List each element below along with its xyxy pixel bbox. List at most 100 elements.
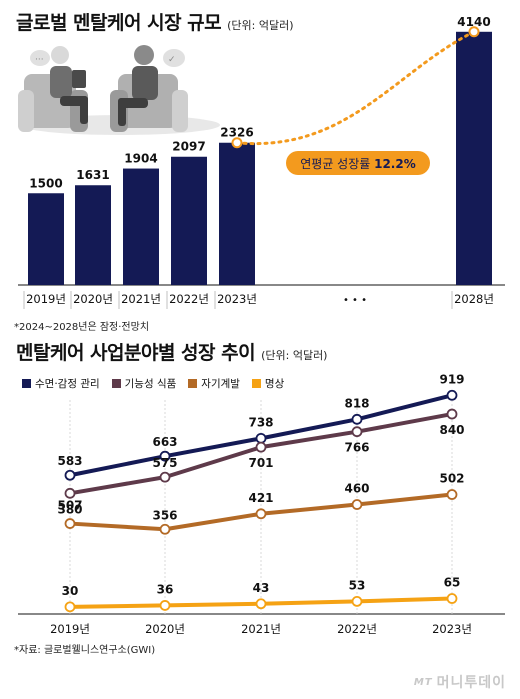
- legend-label: 수면·감정 관리: [35, 378, 100, 390]
- data-point: [446, 389, 458, 401]
- bar-2022년: [171, 156, 207, 285]
- bottom-chart-title: 멘탈케어 사업분야별 성장 추이: [16, 342, 256, 364]
- data-point: [446, 593, 458, 604]
- data-label: 43: [253, 581, 270, 595]
- axis-ellipsis: • • •: [343, 295, 367, 306]
- x-tick-label: 2020년: [73, 292, 113, 306]
- data-label: 738: [248, 415, 273, 429]
- svg-text:···: ···: [35, 55, 44, 65]
- data-label: 65: [444, 576, 461, 590]
- data-point: [159, 600, 171, 611]
- bar-value-label: 4140: [457, 15, 490, 29]
- legend-item: 명상: [251, 376, 285, 391]
- data-point: [64, 601, 76, 613]
- legend-item: 수면·감정 관리: [22, 376, 100, 391]
- bar-value-label: 2097: [172, 140, 205, 154]
- top-chart-title: 글로벌 멘탈케어 시장 규모: [16, 12, 222, 34]
- legend-item: 기능성 식품: [111, 376, 177, 391]
- series-lines-group: [64, 389, 458, 613]
- data-label: 766: [344, 441, 369, 455]
- market-size-bar-chart: ··· ✓ 연평균 성장률 12.2% 1500 2019년 1631 2020년 19…: [18, 15, 505, 309]
- growth-rate-label: 연평균 성장률 12.2%: [300, 157, 416, 171]
- x-tick-label: 2020년: [145, 622, 185, 636]
- data-point: [351, 595, 363, 607]
- trend-endpoint: [231, 137, 243, 149]
- source-note: *자료: 글로벌웰니스연구소(GWI): [14, 645, 156, 656]
- data-point: [351, 426, 363, 438]
- bottom-chart-unit: (단위: 억달러): [261, 349, 328, 362]
- bars-group: [18, 31, 505, 286]
- data-label: 460: [344, 482, 369, 496]
- data-point: [64, 487, 76, 499]
- data-point: [255, 441, 267, 453]
- data-label: 583: [57, 454, 82, 468]
- data-point: [159, 450, 171, 462]
- data-point: [159, 471, 171, 483]
- x-tick-label: 2022년: [169, 292, 209, 306]
- data-label: 502: [439, 472, 464, 486]
- data-point: [446, 489, 458, 500]
- bar-2020년: [75, 185, 111, 285]
- data-point: [255, 432, 267, 444]
- bar-value-label: 2326: [220, 126, 253, 140]
- legend-swatch: [188, 379, 198, 388]
- x-tick-label: 2019년: [50, 622, 90, 636]
- bar-2019년: [28, 193, 64, 285]
- x-tick-label: 2022년: [337, 622, 377, 636]
- data-point: [159, 523, 171, 535]
- bar-value-label: 1904: [124, 152, 157, 166]
- data-label: 840: [439, 423, 464, 437]
- line-labels-group: 2019년 2020년 2021년 2022년 2023년 583 663 738 818 919…: [50, 372, 472, 636]
- data-point: [255, 508, 267, 520]
- data-label: 356: [152, 508, 177, 522]
- legend-label: 자기계발: [201, 378, 240, 390]
- data-label: 701: [248, 456, 273, 470]
- legend-item: 자기계발: [188, 376, 240, 391]
- growth-rate-value: 12.2%: [374, 157, 416, 171]
- growth-rate-badge: [286, 151, 430, 175]
- trend-group: 연평균 성장률 12.2%: [231, 26, 480, 175]
- data-label: 30: [62, 584, 79, 598]
- data-point: [64, 469, 76, 481]
- data-point: [255, 598, 267, 610]
- top-chart-title-row: 글로벌 멘탈케어 시장 규모 (단위: 억달러): [16, 8, 294, 35]
- x-tick-label: 2028년: [454, 292, 494, 306]
- bar-2023년: [219, 142, 255, 285]
- legend-swatch: [111, 379, 121, 388]
- estimate-note: *2024~2028년은 잠정·전망치: [14, 322, 150, 333]
- growth-rate-prefix: 연평균 성장률: [300, 157, 374, 171]
- counseling-illustration: ··· ✓: [18, 45, 220, 135]
- bar-value-label: 1500: [29, 176, 62, 190]
- bar-labels-group: 1500 2019년 1631 2020년 1904 2021년 2097 2022년 2326…: [23, 15, 494, 309]
- logo-mt: MT: [413, 676, 433, 688]
- x-tick-label: 2023년: [217, 292, 257, 306]
- top-chart-unit: (단위: 억달러): [227, 19, 294, 32]
- bar-value-label: 1631: [76, 168, 109, 182]
- growth-trend-curve: [235, 30, 476, 146]
- data-point: [64, 518, 76, 529]
- data-point: [351, 499, 363, 510]
- data-label: 36: [157, 582, 174, 596]
- line-chart-legend: 수면·감정 관리 기능성 식품 자기계발 명상: [22, 376, 284, 391]
- data-label: 919: [439, 372, 464, 386]
- x-tick-label: 2019년: [26, 292, 66, 306]
- data-label: 663: [152, 435, 177, 449]
- x-tick-label: 2023년: [432, 622, 472, 636]
- legend-label: 명상: [264, 378, 285, 390]
- grid-group: [18, 400, 505, 615]
- data-label: 53: [349, 578, 366, 592]
- legend-swatch: [22, 379, 31, 388]
- data-label: 380: [57, 503, 82, 517]
- publisher-logo: MT 머니투데이: [414, 672, 506, 692]
- x-tick-label: 2021년: [241, 622, 281, 636]
- logo-name: 머니투데이: [436, 675, 506, 691]
- legend-swatch: [251, 379, 261, 388]
- data-label: 818: [344, 396, 369, 410]
- data-label: 421: [248, 491, 273, 505]
- bar-2021년: [123, 168, 159, 285]
- data-label: 507: [57, 498, 82, 512]
- data-label: 575: [152, 456, 177, 470]
- data-point: [351, 413, 363, 425]
- legend-label: 기능성 식품: [124, 378, 177, 390]
